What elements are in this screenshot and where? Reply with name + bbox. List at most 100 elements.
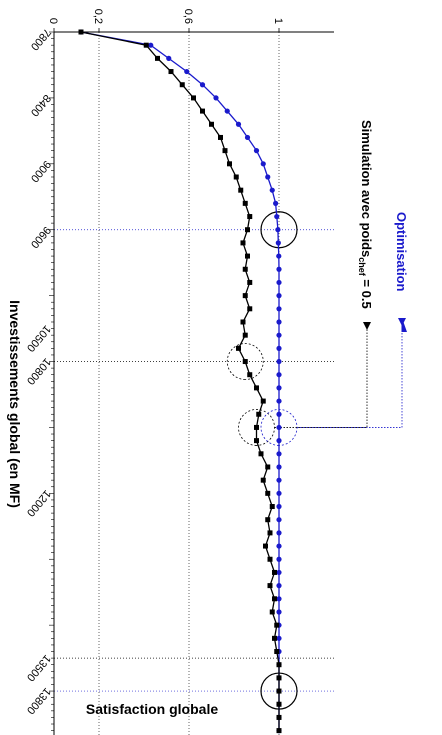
annotations <box>226 211 403 710</box>
series-0-point <box>244 134 251 141</box>
series-0-point <box>269 187 275 193</box>
series-1-point <box>260 477 266 483</box>
series-0-point <box>265 174 271 180</box>
series-1-point <box>263 543 268 549</box>
leader-simulation <box>274 322 368 428</box>
series-0-point <box>276 583 282 589</box>
series-1-point <box>272 596 277 602</box>
series-0-point <box>276 451 282 457</box>
series-0-point <box>273 200 279 206</box>
series-1-point <box>272 635 277 641</box>
series-1-point <box>265 464 271 470</box>
annotation-circle-2 <box>226 343 264 380</box>
series-0-point <box>276 464 282 470</box>
series-1-point <box>276 728 282 734</box>
series-0-point <box>274 213 280 220</box>
series-1-point <box>269 609 275 615</box>
series-0-point <box>276 385 282 391</box>
series-0-point <box>275 240 281 246</box>
series-1-point <box>276 675 282 681</box>
series-1-point <box>200 108 205 114</box>
series-0-point <box>276 306 282 312</box>
series-1-point <box>240 240 246 246</box>
series-1-point <box>242 293 248 299</box>
series-0-point <box>276 517 282 523</box>
x-axis-title: Investissements global (en MF) <box>7 300 23 508</box>
series-1-point <box>191 95 196 101</box>
series-0-point <box>276 319 282 325</box>
series-0-point <box>166 55 172 61</box>
series-0-point <box>276 609 282 615</box>
series-1-point <box>276 662 282 668</box>
series-1-point <box>143 42 149 48</box>
series-0-point <box>276 424 282 431</box>
series-1-point <box>254 438 259 444</box>
series-0-point <box>276 293 282 299</box>
series-1-point <box>247 214 253 220</box>
legend-simulation-sub: chef <box>357 257 367 277</box>
series-0-point <box>276 490 282 496</box>
series-1-point <box>265 517 271 523</box>
series-0-point <box>148 42 154 48</box>
series-0-point <box>276 345 282 351</box>
series-1-point <box>267 556 273 562</box>
legend-simulation-suffix: = 0.5 <box>359 276 374 309</box>
series-1-point <box>168 69 174 75</box>
series-1-point <box>78 29 84 35</box>
series-0-point <box>184 68 190 75</box>
series-1-point <box>209 121 214 127</box>
series-1-point <box>267 530 273 536</box>
series-0-point <box>276 635 282 641</box>
y-tick-label-0: 0 <box>47 18 59 24</box>
series-0-point <box>224 108 230 114</box>
series-1-point <box>242 359 248 365</box>
series-layer <box>78 29 282 734</box>
series-1-point <box>247 372 253 378</box>
series-0-point <box>235 121 242 127</box>
series-1-point <box>274 622 280 628</box>
series-0-point <box>253 148 260 154</box>
series-1-point <box>269 504 275 510</box>
series-0-point <box>276 596 282 602</box>
series-0-point <box>276 477 282 483</box>
series-1-point <box>247 306 253 312</box>
series-0-point <box>276 438 282 444</box>
series-1-point <box>272 569 277 575</box>
series-1-point <box>222 148 228 154</box>
series-1-point <box>242 332 248 338</box>
series-0-point <box>276 556 282 562</box>
series-1-point <box>254 424 259 430</box>
series-0-point <box>213 95 219 101</box>
series-1-point <box>227 161 232 167</box>
series-0-point <box>276 569 282 576</box>
series-1-point <box>236 345 241 351</box>
series-1-point <box>218 134 223 140</box>
series-1-point <box>276 714 282 720</box>
series-1-point <box>242 266 248 272</box>
series-1-point <box>254 385 259 391</box>
legend: Optimisation Simulation avec poidschef =… <box>357 120 409 332</box>
series-0-point <box>275 227 281 233</box>
series-1-point <box>245 227 250 233</box>
series-0-point <box>260 161 266 167</box>
series-1-point <box>260 398 266 404</box>
series-0-point <box>276 411 282 417</box>
legend-optimisation-label: Optimisation <box>394 212 409 292</box>
series-1-point <box>238 187 244 193</box>
series-0-point <box>276 332 282 338</box>
legend-simulation-label: Simulation avec poidschef = 0.5 <box>357 120 374 309</box>
series-1-point <box>155 55 160 61</box>
series-0-point <box>276 358 282 365</box>
y-tick-label-2: 0,6 <box>182 9 194 24</box>
series-0-point <box>276 372 282 378</box>
series-0-point <box>276 253 282 259</box>
series-1-point <box>258 451 264 457</box>
series-1-point <box>245 253 250 259</box>
series-1-point <box>256 411 262 417</box>
legend-simulation-name: Simulation avec poids <box>359 120 374 257</box>
series-1-point <box>233 174 239 180</box>
legend-optimisation-arrowhead <box>398 318 406 326</box>
